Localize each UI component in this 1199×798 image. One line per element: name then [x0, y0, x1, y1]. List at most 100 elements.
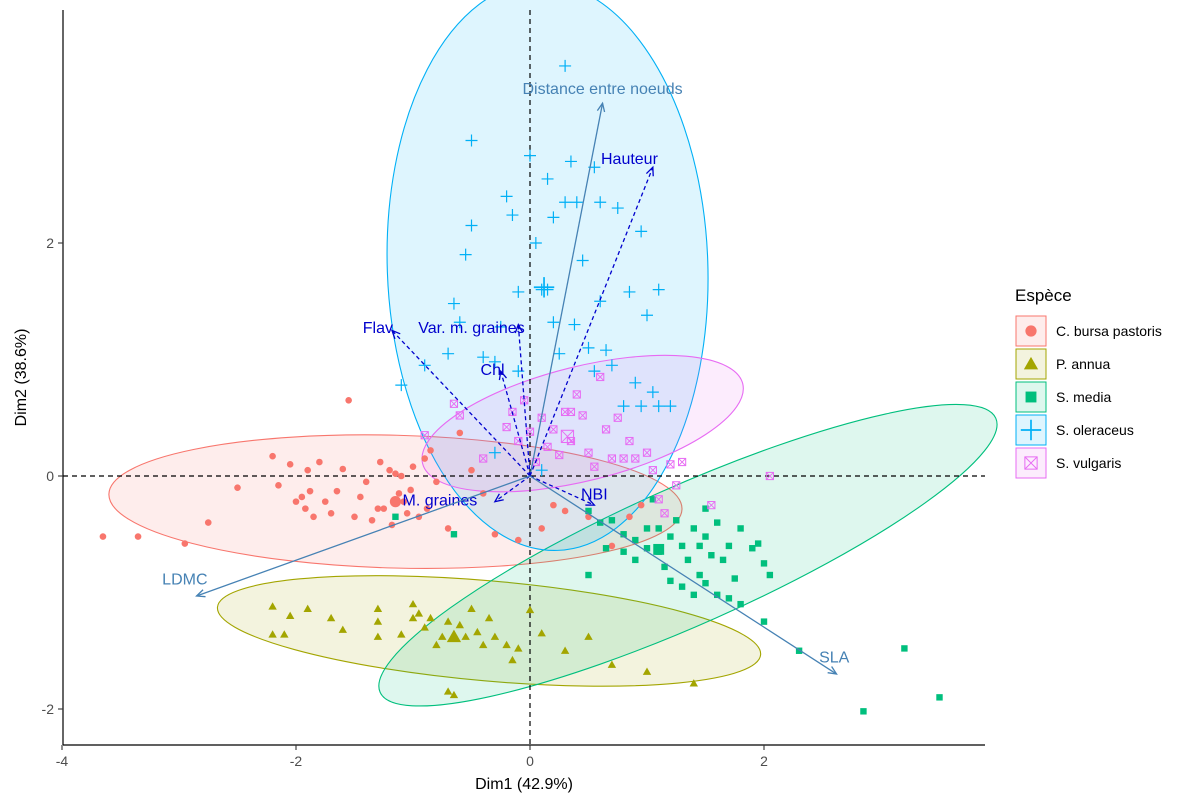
data-point: [500, 190, 513, 203]
variable-arrow: [529, 475, 837, 675]
arrow-head: [514, 322, 524, 334]
data-point: [560, 646, 570, 654]
data-point: [594, 295, 607, 308]
data-point: [310, 513, 317, 521]
data-point: [99, 533, 107, 540]
data-point: [408, 613, 418, 622]
data-point: [398, 472, 405, 480]
data-point: [547, 316, 560, 329]
centroid-point: [446, 629, 462, 643]
data-point: [590, 462, 599, 471]
data-point: [584, 448, 593, 457]
data-point: [418, 359, 431, 372]
data-point: [646, 386, 659, 399]
data-point: [541, 172, 554, 185]
data-point: [403, 509, 411, 517]
data-point: [543, 442, 552, 451]
data-point: [731, 575, 738, 582]
data-point: [409, 463, 417, 470]
data-point: [766, 571, 774, 579]
data-point: [689, 679, 698, 687]
data-point: [667, 533, 674, 540]
data-point: [901, 645, 908, 652]
data-point: [617, 400, 630, 413]
variable-label: Hauteur: [601, 151, 659, 168]
data-point: [275, 482, 282, 489]
data-point: [373, 617, 383, 625]
centroid-point: [560, 429, 575, 444]
data-point: [707, 501, 716, 510]
data-point: [702, 505, 709, 512]
data-point: [760, 560, 768, 567]
x-tick-label: 0: [526, 753, 534, 769]
data-point: [461, 632, 470, 640]
data-point: [594, 196, 607, 209]
data-point: [442, 347, 455, 360]
data-point: [678, 457, 687, 467]
variable-arrow: [529, 475, 595, 506]
data-point: [667, 577, 674, 585]
data-point: [690, 591, 697, 599]
data-point: [395, 490, 403, 497]
data-point: [467, 604, 476, 612]
data-point: [643, 525, 651, 532]
data-point: [380, 505, 388, 512]
data-point: [373, 604, 383, 612]
legend-label: C. bursa pastoris: [1056, 323, 1162, 339]
data-point: [632, 556, 639, 564]
data-point: [725, 542, 733, 550]
data-point: [635, 225, 648, 238]
data-point: [484, 613, 494, 622]
data-point: [714, 519, 721, 526]
data-point: [608, 542, 616, 550]
data-point: [459, 248, 472, 261]
data-point: [376, 458, 384, 466]
y-tick-label: 0: [46, 468, 54, 484]
data-point: [333, 487, 341, 495]
variable-label: Flav: [363, 320, 393, 337]
data-point: [502, 640, 511, 649]
data-point: [408, 599, 418, 608]
data-point: [568, 318, 581, 331]
data-point: [620, 548, 627, 555]
data-point: [529, 237, 542, 249]
data-point: [672, 481, 681, 490]
data-point: [605, 359, 618, 372]
data-point: [234, 484, 241, 491]
centroid-point: [389, 496, 402, 508]
data-point: [285, 611, 295, 619]
reference-lines: [63, 10, 985, 745]
data-point: [286, 461, 294, 468]
arrow-head: [493, 493, 504, 503]
data-point: [397, 630, 406, 638]
data-point: [626, 513, 633, 521]
data-point: [524, 149, 536, 162]
data-point: [468, 466, 475, 474]
data-point: [373, 632, 383, 640]
data-point: [438, 632, 447, 640]
data-point: [749, 545, 756, 552]
data-point: [795, 647, 803, 654]
arrow-head: [390, 329, 401, 340]
data-point: [585, 507, 592, 515]
data-point: [400, 498, 407, 505]
data-point: [392, 470, 399, 477]
data-point: [395, 379, 408, 392]
data-point: [326, 613, 336, 622]
data-point: [362, 478, 370, 486]
y-tick-label: 2: [46, 235, 54, 251]
data-point: [479, 640, 488, 649]
data-point: [427, 447, 434, 454]
data-point: [303, 604, 312, 612]
legend-key: [1015, 381, 1047, 413]
data-point: [292, 498, 300, 505]
y-tick-label: -2: [42, 701, 55, 717]
data-point: [600, 344, 613, 357]
data-point: [494, 320, 507, 333]
data-point: [506, 209, 519, 222]
data-point: [719, 556, 727, 564]
data-point: [678, 542, 686, 550]
data-point: [601, 425, 611, 434]
data-point: [613, 413, 622, 422]
data-points: [99, 59, 943, 715]
